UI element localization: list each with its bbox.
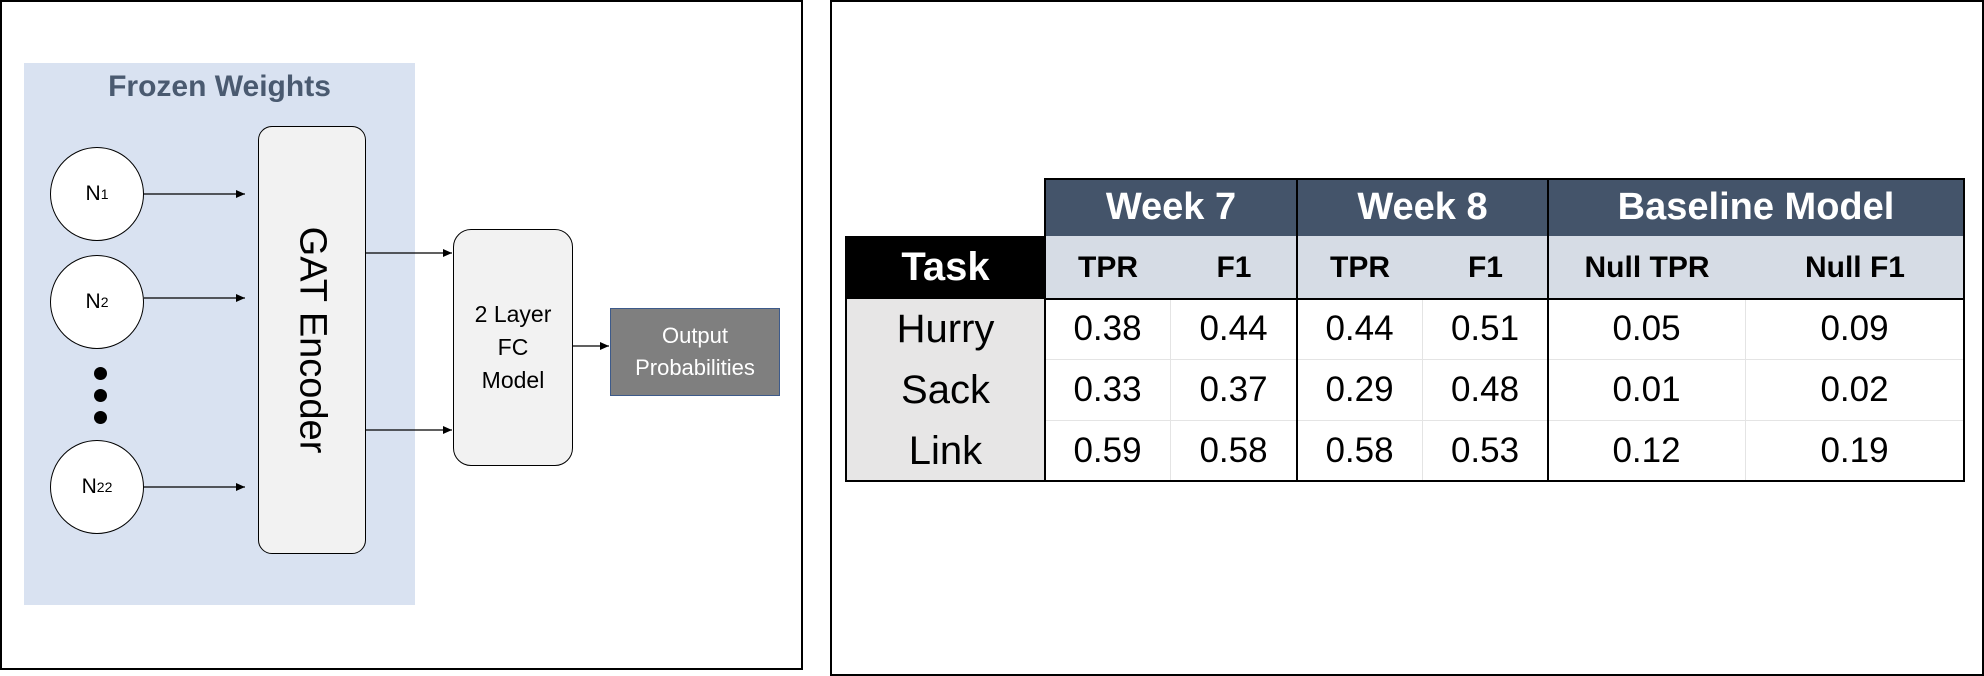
- table-border: [1547, 178, 1549, 482]
- ellipsis-dot: [94, 411, 107, 424]
- subheader-null-f1: Null F1: [1746, 236, 1964, 299]
- fc-model-block: 2 Layer FC Model: [453, 229, 573, 466]
- ellipsis-dot: [94, 367, 107, 380]
- table-cell: 0.58: [1297, 421, 1423, 481]
- table-cell: 0.58: [1171, 421, 1297, 481]
- table-cell: 0.02: [1746, 360, 1964, 421]
- table-cell: 0.48: [1423, 360, 1548, 421]
- table-cell: 0.59: [1045, 421, 1171, 481]
- ellipsis-dot: [94, 389, 107, 402]
- table-cell: 0.09: [1746, 299, 1964, 360]
- table-cell: 0.38: [1045, 299, 1171, 360]
- table-border: [1963, 178, 1965, 482]
- table-cell: 0.44: [1171, 299, 1297, 360]
- table-cell: 0.05: [1548, 299, 1746, 360]
- table-border: [1045, 178, 1964, 180]
- subheader-null-tpr: Null TPR: [1548, 236, 1746, 299]
- task-cell-sack: Sack: [846, 360, 1045, 421]
- table-border: [846, 480, 1964, 482]
- node-n2-base: N: [85, 290, 101, 313]
- table-border: [1045, 298, 1964, 300]
- subheader-week7-f1: F1: [1171, 236, 1297, 299]
- node-n1-sub: 1: [100, 186, 109, 202]
- fc-label-line: Model: [481, 367, 545, 393]
- node-n2-sub: 2: [100, 294, 109, 310]
- subheader-week8-f1: F1: [1423, 236, 1548, 299]
- table-cell: 0.51: [1423, 299, 1548, 360]
- task-cell-hurry: Hurry: [846, 299, 1045, 360]
- frozen-weights-label: Frozen Weights: [108, 70, 331, 103]
- task-column-header: Task: [846, 236, 1045, 299]
- table-cell: 0.29: [1297, 360, 1423, 421]
- table-cell: 0.33: [1045, 360, 1171, 421]
- group-header-baseline: Baseline Model: [1548, 179, 1964, 236]
- output-probabilities-block: Output Probabilities: [610, 308, 780, 396]
- group-header-week8: Week 8: [1297, 179, 1548, 236]
- node-n22-sub: 22: [96, 479, 113, 495]
- fc-label-line: 2 Layer: [474, 301, 552, 327]
- table-cell: 0.37: [1171, 360, 1297, 421]
- output-label-line: Output: [661, 323, 729, 348]
- table-cell: 0.12: [1548, 421, 1746, 481]
- output-label-line: Probabilities: [635, 355, 755, 380]
- table-cell: 0.19: [1746, 421, 1964, 481]
- table-cell: 0.53: [1423, 421, 1548, 481]
- node-n22: N 22: [50, 440, 144, 534]
- group-header-week7: Week 7: [1045, 179, 1297, 236]
- node-n22-base: N: [81, 475, 97, 498]
- table-border: [845, 236, 847, 482]
- table-cell: 0.01: [1548, 360, 1746, 421]
- subheader-week7-tpr: TPR: [1045, 236, 1171, 299]
- table-border: [1296, 178, 1298, 482]
- node-n1-base: N: [85, 182, 101, 205]
- table-cell: 0.44: [1297, 299, 1423, 360]
- table-border: [1044, 178, 1046, 482]
- task-cell-link: Link: [846, 421, 1045, 481]
- table-border: [846, 236, 1045, 238]
- fc-label-line: FC: [497, 334, 529, 360]
- gat-encoder-block: [258, 126, 366, 554]
- diagram-arrows: [144, 190, 609, 491]
- subheader-week8-tpr: TPR: [1297, 236, 1423, 299]
